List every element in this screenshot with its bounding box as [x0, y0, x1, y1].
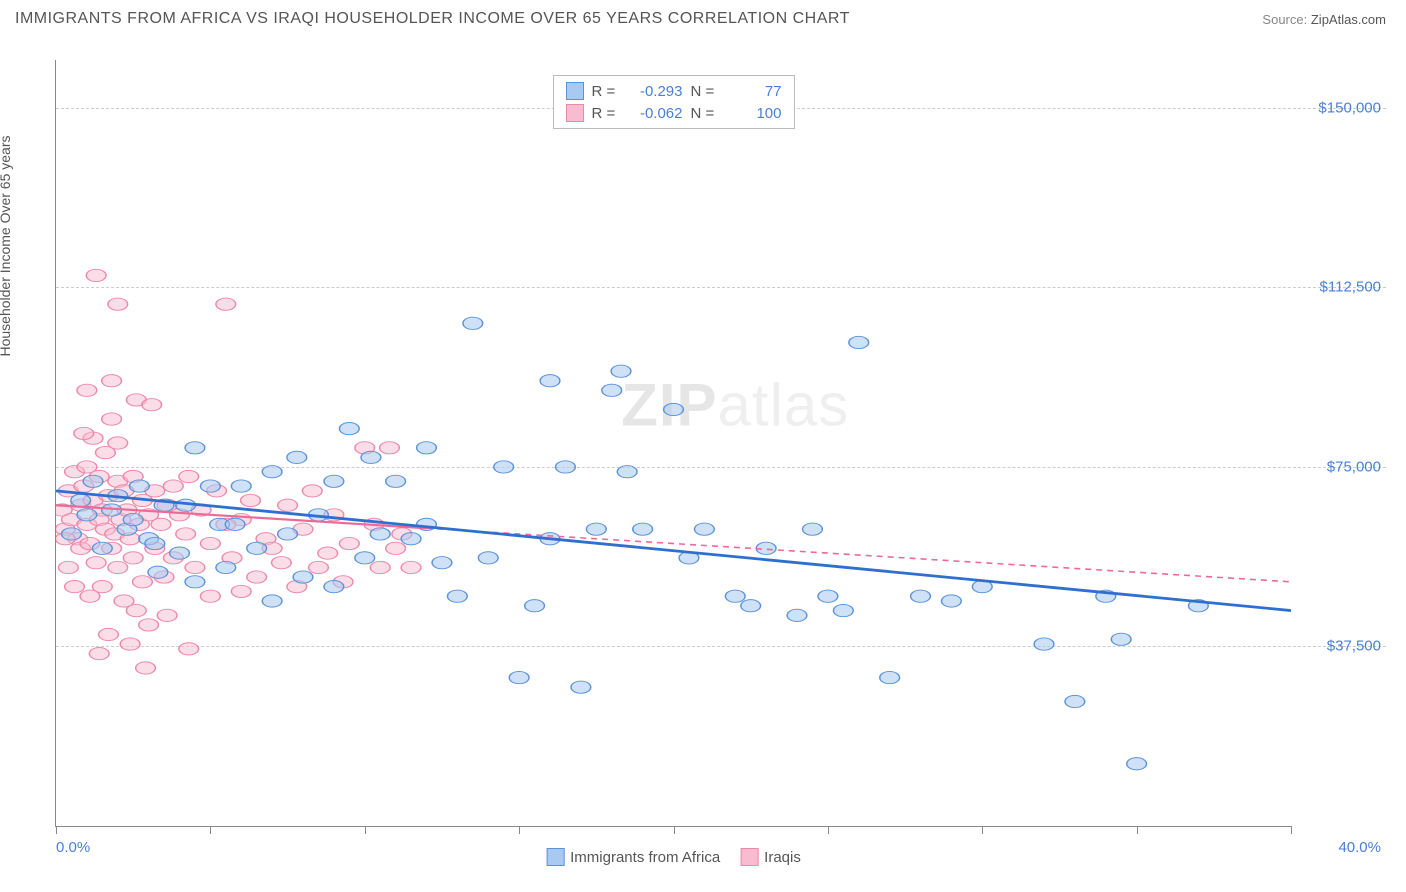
swatch-iraqi: [566, 104, 584, 122]
ytick-label: $75,000: [1327, 458, 1381, 475]
swatch-africa-icon: [546, 848, 564, 866]
y-axis-label: Householder Income Over 65 years: [0, 135, 13, 356]
xtick: [674, 826, 675, 834]
xtick: [1291, 826, 1292, 834]
stats-row-africa: R =-0.293 N =77: [566, 80, 782, 102]
xtick: [519, 826, 520, 834]
swatch-iraqi-icon: [740, 848, 758, 866]
scatter-plot-svg: [56, 60, 1291, 826]
swatch-africa: [566, 82, 584, 100]
xtick: [365, 826, 366, 834]
ytick-label: $37,500: [1327, 638, 1381, 655]
xaxis-label: 0.0%: [56, 839, 90, 856]
bottom-legend: Immigrants from Africa Iraqis: [546, 848, 801, 866]
ytick-label: $150,000: [1318, 99, 1381, 116]
ytick-label: $112,500: [1320, 279, 1381, 296]
xtick: [982, 826, 983, 834]
plot-area: R =-0.293 N =77 R =-0.062 N =100 ZIPatla…: [55, 60, 1291, 827]
chart-title: IMMIGRANTS FROM AFRICA VS IRAQI HOUSEHOL…: [15, 10, 850, 28]
xtick: [1137, 826, 1138, 834]
stats-legend-box: R =-0.293 N =77 R =-0.062 N =100: [553, 75, 795, 129]
chart-container: Householder Income Over 65 years R =-0.2…: [15, 45, 1386, 872]
xtick: [56, 826, 57, 834]
xaxis-label: 40.0%: [1338, 839, 1381, 856]
source-attribution: Source: ZipAtlas.com: [1262, 12, 1386, 27]
legend-item-iraqi: Iraqis: [740, 848, 801, 866]
stats-row-iraqi: R =-0.062 N =100: [566, 102, 782, 124]
xtick: [210, 826, 211, 834]
legend-item-africa: Immigrants from Africa: [546, 848, 720, 866]
xtick: [828, 826, 829, 834]
